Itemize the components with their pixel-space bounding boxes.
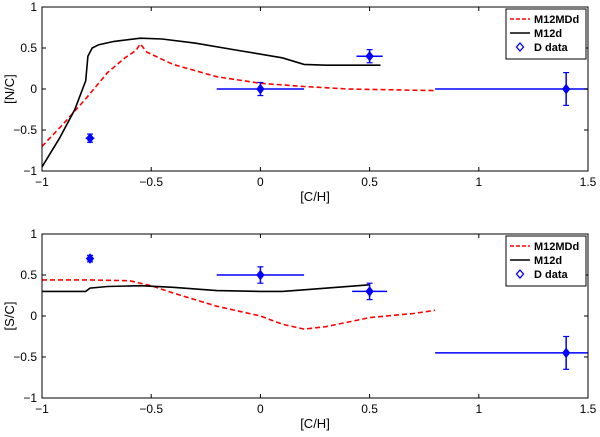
data-point-marker — [85, 253, 95, 264]
x-tick-label: 0.5 — [361, 175, 378, 189]
x-tick-label: 1 — [475, 402, 482, 416]
data-point-marker — [256, 269, 265, 281]
x-tick-label: 1.5 — [580, 175, 597, 189]
legend-label: M12MDd — [534, 241, 579, 253]
y-tick-label: 0.5 — [20, 41, 37, 55]
y-tick-label: −1 — [23, 164, 37, 178]
data-point-marker — [562, 347, 571, 359]
data-point — [356, 49, 383, 64]
x-axis-label: [C/H] — [300, 416, 330, 431]
data-point — [216, 81, 305, 97]
legend-swatch-marker — [515, 42, 525, 52]
data-point — [85, 253, 95, 264]
x-tick-label: 1.5 — [580, 402, 597, 416]
legend-label: D data — [534, 269, 569, 281]
x-tick-label: 0 — [257, 175, 264, 189]
y-tick-label: 0 — [30, 309, 37, 323]
y-tick-label: 1 — [30, 227, 37, 241]
data-point-marker — [562, 83, 571, 95]
y-tick-label: −1 — [23, 391, 37, 405]
y-tick-label: 0.5 — [20, 268, 37, 282]
x-tick-label: −0.5 — [139, 402, 163, 416]
y-tick-label: −0.5 — [13, 350, 37, 364]
y-tick-label: 1 — [30, 0, 37, 14]
data-point — [85, 132, 95, 144]
legend: M12MDd M12d D data — [505, 235, 587, 287]
x-tick-label: −1 — [35, 175, 49, 189]
y-tick-label: −0.5 — [13, 123, 37, 137]
data-point-marker — [365, 50, 374, 62]
legend-swatch-marker — [515, 269, 525, 279]
x-tick-label: −0.5 — [139, 175, 163, 189]
x-tick-label: −1 — [35, 402, 49, 416]
series-line-m12d — [42, 37, 381, 168]
x-tick-label: 0.5 — [361, 402, 378, 416]
data-point — [216, 266, 305, 284]
data-point-marker — [256, 83, 265, 95]
data-point — [435, 71, 588, 107]
chart-panel-1: −1 −0.5 0 0.5 1 1.5 −1 −0.5 0 0.5 1 [C/H] [N/C] M12MD… — [2, 0, 597, 204]
data-point — [352, 282, 388, 301]
series-line-m12mdd — [42, 42, 436, 147]
legend-label: D data — [534, 42, 569, 54]
x-tick-label: 0 — [257, 402, 264, 416]
y-tick-label: 0 — [30, 82, 37, 96]
y-axis-label: [S/C] — [2, 302, 17, 331]
chart-panel-2: −1 −0.5 0 0.5 1 1.5 −1 −0.5 0 0.5 1 [C/H] [S/C] M12MD… — [2, 227, 597, 431]
data-point-marker — [365, 286, 374, 297]
legend-label: M12MDd — [534, 14, 579, 26]
data-point-marker — [85, 132, 95, 144]
legend-label: M12d — [534, 255, 562, 267]
y-axis-label: [N/C] — [2, 74, 17, 104]
data-point — [435, 335, 588, 370]
legend-label: M12d — [534, 28, 562, 40]
legend: M12MDd M12d D data — [505, 8, 587, 60]
x-tick-label: 1 — [475, 175, 482, 189]
x-axis-label: [C/H] — [300, 189, 330, 204]
series-line-m12d — [42, 284, 370, 293]
